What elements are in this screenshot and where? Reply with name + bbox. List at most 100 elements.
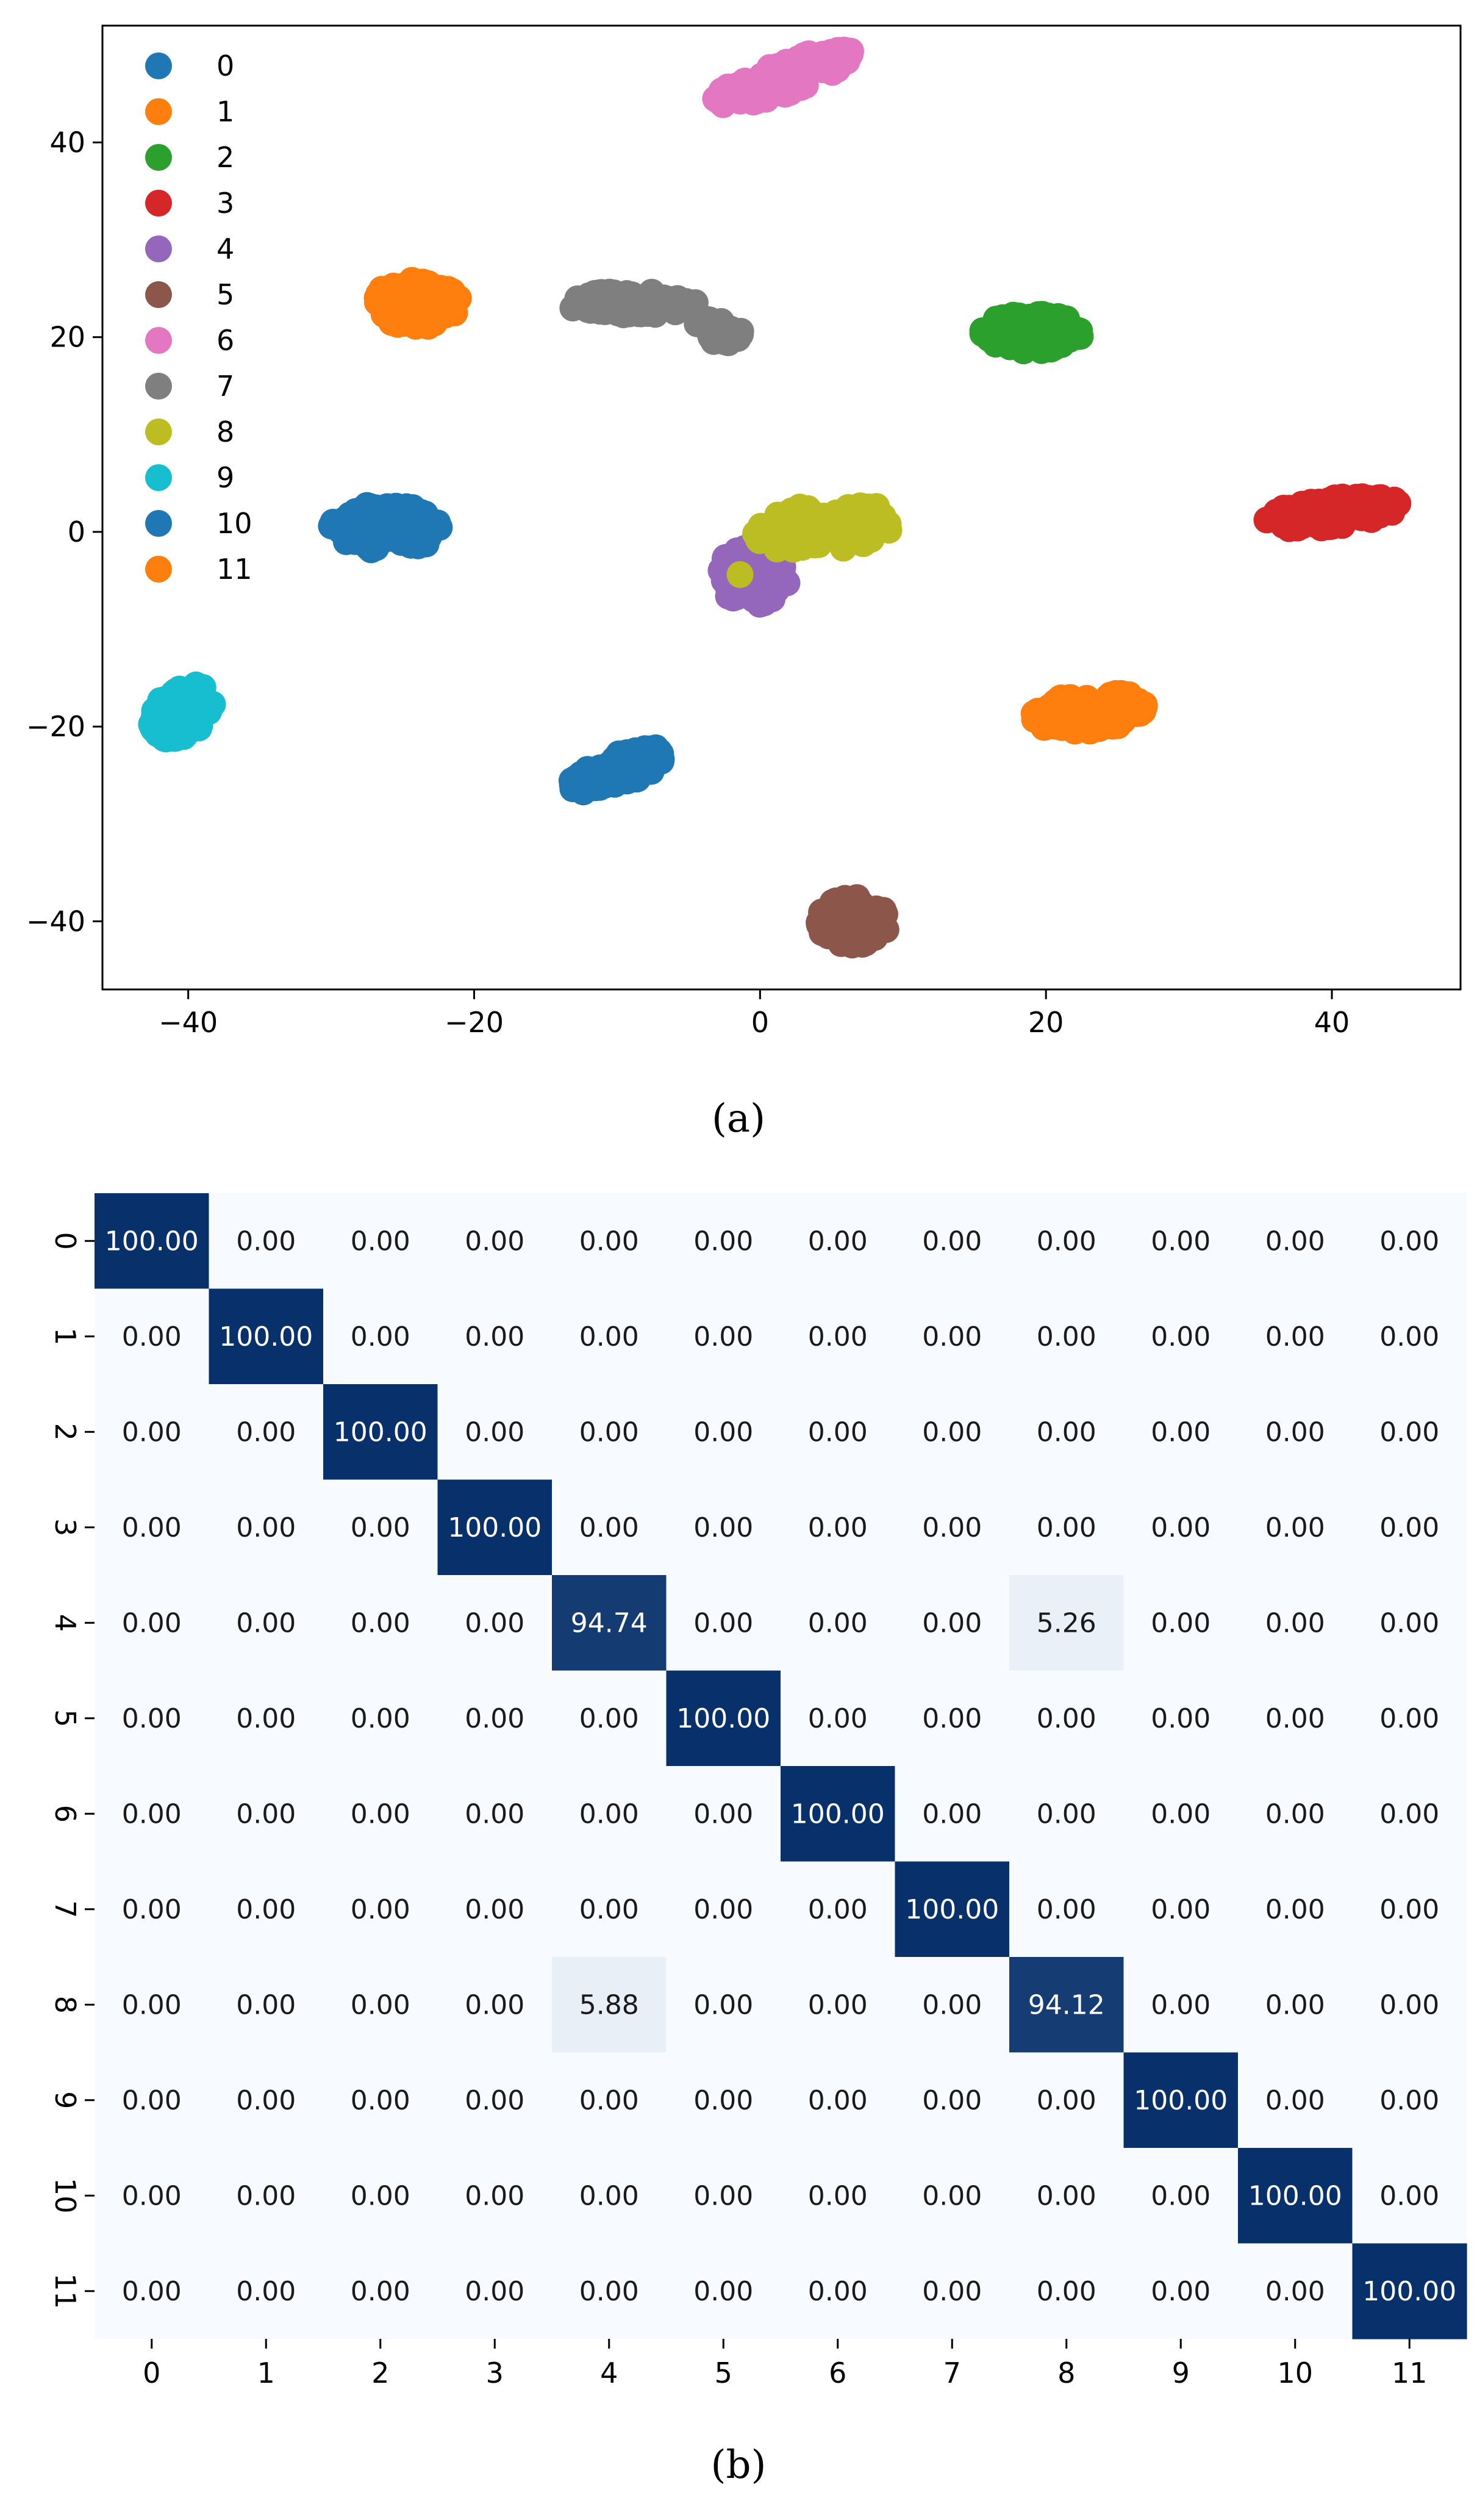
legend-marker-1	[145, 98, 172, 125]
point-class-9	[140, 703, 168, 730]
heatmap-cell	[895, 1384, 1010, 1481]
col-tick-label: 10	[1277, 2357, 1313, 2389]
heatmap-cell-value: 0.00	[122, 1321, 182, 1352]
heatmap-cell	[552, 2243, 667, 2339]
heatmap-cell-value: 0.00	[1379, 1607, 1439, 1639]
col-tick-label: 2	[371, 2357, 389, 2389]
heatmap-cell	[95, 1957, 210, 2053]
heatmap-cell-value: 0.00	[579, 2085, 639, 2116]
point-class-2	[1053, 305, 1081, 332]
x-axis-ticks: −40 −20 0 20 40	[159, 989, 1350, 1039]
heatmap-cell	[323, 1766, 438, 1862]
heatmap-cell	[552, 2148, 667, 2244]
heatmap-cell	[209, 1288, 324, 1385]
heatmap-cell-value: 0.00	[122, 2276, 182, 2307]
heatmap-cell	[895, 1193, 1010, 1290]
heatmap-cell	[95, 1575, 210, 1671]
heatmap-cell	[1009, 1193, 1125, 1290]
heatmap-cell-value: 0.00	[1379, 1894, 1439, 1925]
heatmap-cell	[1352, 2148, 1467, 2244]
heatmap-cell-value: 0.00	[236, 2276, 296, 2307]
point-class-8	[762, 525, 790, 552]
heatmap-cell-value: 0.00	[808, 2276, 868, 2307]
point-class-0	[342, 528, 369, 555]
heatmap-cell	[1352, 2243, 1467, 2339]
heatmap-cell	[1238, 2052, 1353, 2148]
heatmap-cell-value: 0.00	[1037, 1416, 1096, 1448]
heatmap-cell-value: 0.00	[1151, 1894, 1211, 1925]
heatmap-cell-value: 0.00	[808, 1512, 868, 1543]
heatmap-cell-value: 0.00	[1379, 1703, 1439, 1734]
heatmap-cell	[209, 1193, 324, 1290]
heatmap-cell	[552, 1861, 667, 1958]
heatmap-cells: 100.00 0.00 0.00 0.00 0.00 0.00 0.00 0.00 0.00 0.…	[95, 1193, 1467, 2339]
legend-marker-2	[145, 144, 172, 171]
heatmap-cell	[95, 1384, 210, 1481]
caption-b: (b)	[711, 2443, 767, 2488]
heatmap-cell-value: 0.00	[579, 1416, 639, 1448]
heatmap-cell	[209, 1670, 324, 1767]
heatmap-cell-value: 0.00	[808, 1989, 868, 2020]
heatmap-cell	[1352, 1575, 1467, 1671]
point-class-7	[662, 298, 689, 326]
heatmap-cell-value: 0.00	[1379, 2180, 1439, 2211]
heatmap-cell	[781, 1479, 896, 1576]
heatmap-cell-value: 100.00	[448, 1512, 542, 1543]
heatmap-cell-value: 0.00	[236, 1226, 296, 1257]
legend-label-7: 7	[216, 370, 234, 403]
point-class-2	[984, 317, 1012, 345]
heatmap-cell-value: 5.88	[579, 1989, 639, 2020]
row-tick-label: 2	[49, 1423, 82, 1441]
heatmap-cell-value: 0.00	[1379, 1226, 1439, 1257]
y-tick-label: −40	[26, 905, 85, 938]
series-7	[559, 278, 754, 356]
point-class-7	[630, 296, 657, 323]
point-class-1	[378, 282, 406, 310]
heatmap-cell-value: 0.00	[1265, 1607, 1325, 1639]
heatmap-cell	[895, 1575, 1010, 1671]
heatmap-cell	[1123, 1384, 1239, 1481]
heatmap-cell-value: 0.00	[236, 2180, 296, 2211]
point-class-9	[171, 721, 199, 748]
series-0	[318, 492, 453, 564]
col-tick-label: 5	[715, 2357, 732, 2389]
heatmap-cell	[1123, 1575, 1239, 1671]
point-class-6	[763, 53, 790, 81]
heatmap-cell	[323, 2148, 438, 2244]
tsne-scatter-plot: −40 −20 0 20 40 −40 −20 0 20 40 0 1 2 3 4 5 6 7 8 9 10 11 (…	[26, 24, 1462, 1141]
heatmap-cell-value: 0.00	[1265, 1416, 1325, 1448]
heatmap-cell-value: 0.00	[1151, 1607, 1211, 1639]
row-tick-label: 9	[49, 2091, 82, 2109]
x-tick-label: 0	[751, 1006, 769, 1039]
heatmap-cell-value: 0.00	[122, 1703, 182, 1734]
heatmap-cell	[895, 1479, 1010, 1576]
heatmap-cell	[1238, 1193, 1353, 1290]
heatmap-cell-value: 100.00	[791, 1798, 885, 1829]
heatmap-cell	[437, 1479, 553, 1576]
point-class-11	[1070, 708, 1097, 735]
heatmap-cell	[323, 1288, 438, 1385]
point-class-10	[567, 761, 595, 788]
heatmap-cell	[1123, 2052, 1239, 2148]
col-tick-label: 1	[257, 2357, 275, 2389]
col-tick-label: 7	[943, 2357, 961, 2389]
heatmap-cell-value: 0.00	[1037, 1798, 1096, 1829]
heatmap-cell	[323, 1575, 438, 1671]
heatmap-cell	[209, 1384, 324, 1481]
col-tick-label: 9	[1172, 2357, 1190, 2389]
heatmap-cell-value: 0.00	[351, 1989, 410, 2020]
heatmap-cell-value: 0.00	[1037, 1703, 1096, 1734]
heatmap-cell	[95, 1479, 210, 1576]
series-11	[1020, 680, 1158, 745]
row-tick-label: 1	[49, 1327, 82, 1345]
heatmap-cell	[1352, 1193, 1467, 1290]
heatmap-cell	[437, 1670, 553, 1767]
heatmap-cell	[437, 2243, 553, 2339]
col-axis-ticks: 0 1 2 3 4 5 6 7 8 9 10 11	[143, 2339, 1428, 2389]
heatmap-cell	[781, 1957, 896, 2053]
legend-label-3: 3	[216, 187, 234, 220]
heatmap-cell-value: 0.00	[1151, 1226, 1211, 1257]
heatmap-cell-value: 0.00	[579, 1798, 639, 1829]
heatmap-cell	[1009, 1670, 1125, 1767]
point-class-8	[726, 561, 754, 588]
